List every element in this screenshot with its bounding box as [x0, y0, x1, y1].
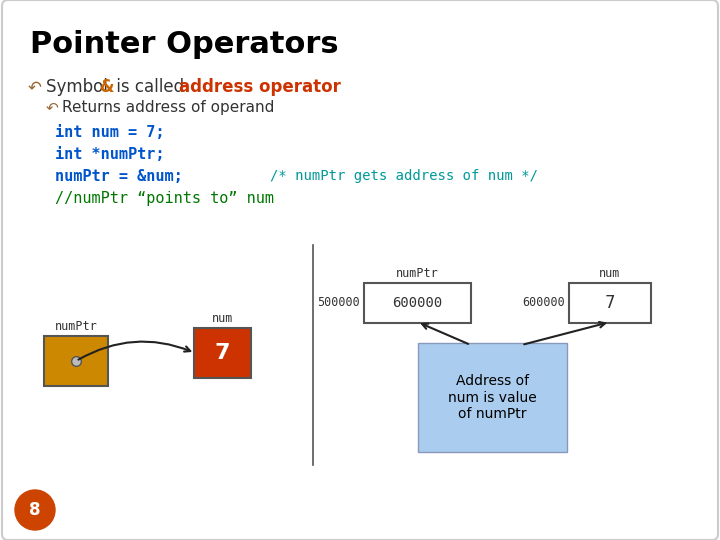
Text: numPtr: numPtr — [55, 320, 97, 333]
Text: is called: is called — [111, 78, 189, 96]
Text: 600000: 600000 — [392, 296, 443, 310]
Text: num: num — [212, 312, 233, 325]
Text: int *numPtr;: int *numPtr; — [55, 147, 164, 162]
Text: /* numPtr gets address of num */: /* numPtr gets address of num */ — [270, 169, 538, 183]
Text: num: num — [599, 267, 621, 280]
Text: 600000: 600000 — [522, 296, 565, 309]
Circle shape — [15, 490, 55, 530]
Text: //numPtr “points to” num: //numPtr “points to” num — [55, 191, 274, 206]
Text: ↶: ↶ — [46, 100, 59, 115]
FancyBboxPatch shape — [194, 328, 251, 378]
Text: &: & — [100, 78, 114, 96]
Text: address operator: address operator — [179, 78, 341, 96]
FancyBboxPatch shape — [569, 283, 651, 323]
Text: ↶: ↶ — [28, 78, 42, 96]
Text: Symbol: Symbol — [46, 78, 113, 96]
Text: 7: 7 — [605, 294, 616, 312]
Text: numPtr = &num;: numPtr = &num; — [55, 169, 183, 184]
FancyBboxPatch shape — [364, 283, 471, 323]
Text: numPtr: numPtr — [396, 267, 439, 280]
Text: Address of
num is value
of numPtr: Address of num is value of numPtr — [448, 374, 537, 421]
Text: Returns address of operand: Returns address of operand — [62, 100, 274, 115]
Text: Pointer Operators: Pointer Operators — [30, 30, 338, 59]
Text: int num = 7;: int num = 7; — [55, 125, 164, 140]
FancyBboxPatch shape — [44, 336, 108, 386]
FancyBboxPatch shape — [418, 343, 567, 452]
Text: 500000: 500000 — [318, 296, 360, 309]
Text: 8: 8 — [30, 501, 41, 519]
Text: 7: 7 — [215, 343, 230, 363]
